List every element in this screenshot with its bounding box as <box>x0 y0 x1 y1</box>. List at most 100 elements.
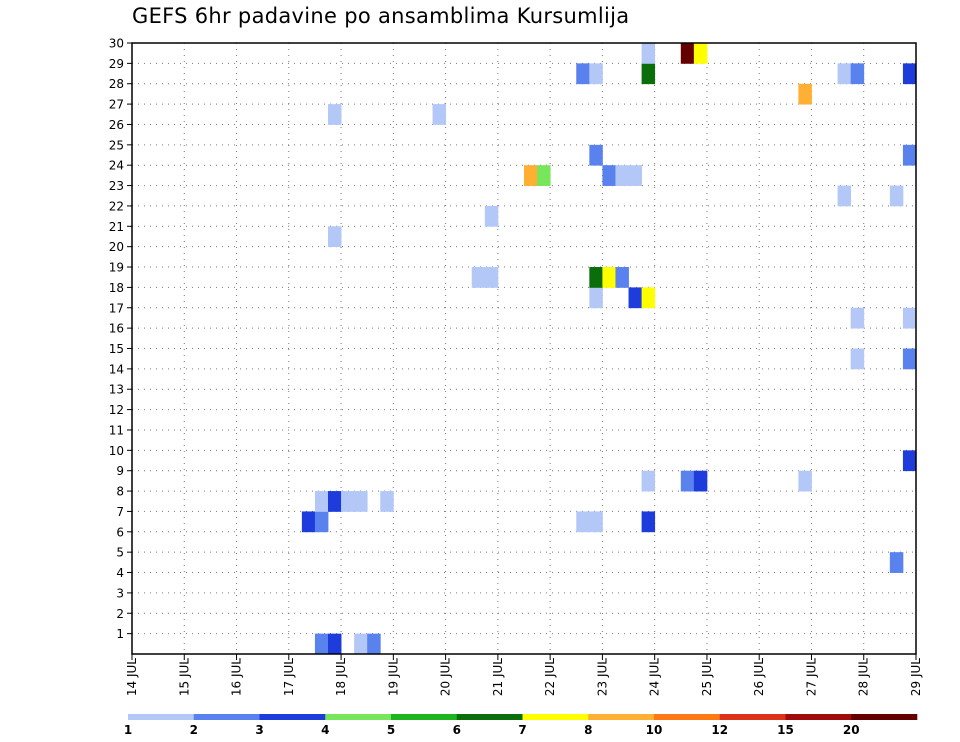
heatmap-cell <box>576 63 590 85</box>
y-tick-label: 25 <box>109 138 124 152</box>
heatmap-cell <box>902 144 917 166</box>
y-tick-label: 27 <box>109 98 124 112</box>
heatmap-cell <box>680 470 695 492</box>
heatmap-cell <box>628 165 642 186</box>
colorbar-swatch <box>128 714 195 720</box>
x-tick-label: 20 JUL <box>439 658 453 696</box>
y-tick-label: 7 <box>116 505 124 519</box>
colorbar-swatch <box>588 714 655 720</box>
heatmap-cell <box>902 348 917 370</box>
x-tick-label: 21 JUL <box>491 658 505 696</box>
grid-lines <box>131 42 917 654</box>
colorbar-swatch <box>456 714 523 720</box>
x-tick-label: 16 JUL <box>230 658 244 696</box>
colorbar-label: 5 <box>387 723 395 737</box>
colorbar-label: 1 <box>124 723 132 737</box>
colorbar-label: 4 <box>321 723 329 737</box>
x-tick-label: 18 JUL <box>334 658 348 696</box>
colorbar-swatch <box>259 714 326 720</box>
x-tick-label: 22 JUL <box>543 658 557 696</box>
heatmap-cell <box>889 552 904 573</box>
heatmap-cell <box>902 450 917 472</box>
x-tick-label: 28 JUL <box>857 658 871 696</box>
x-tick-label: 27 JUL <box>804 658 818 696</box>
heatmap-cell <box>615 165 629 186</box>
colorbar-label: 6 <box>453 723 461 737</box>
heatmap-cell <box>641 43 656 64</box>
y-tick-label: 11 <box>109 423 124 437</box>
heatmap-cell <box>641 511 656 533</box>
y-tick-label: 9 <box>116 464 124 478</box>
heatmap-cell <box>641 470 656 492</box>
heatmap-cell <box>602 165 616 186</box>
x-tick-label: 26 JUL <box>752 658 766 696</box>
heatmap-cell <box>641 63 656 85</box>
heatmap-cell <box>367 633 381 655</box>
colorbar-label: 20 <box>843 723 860 737</box>
colorbar-label: 10 <box>646 723 663 737</box>
colorbar-swatch <box>851 714 918 720</box>
heatmap-cell <box>328 226 342 248</box>
colorbar: 1 2 3 4 5 6 7 8 10 12 15 20 <box>124 714 918 737</box>
heatmap-cell <box>589 511 603 533</box>
y-tick-label: 2 <box>116 607 124 621</box>
y-tick-label: 21 <box>109 220 124 234</box>
heatmap-cell <box>902 63 917 85</box>
y-tick-label: 3 <box>116 586 124 600</box>
y-tick-label: 8 <box>116 485 124 499</box>
heatmap-cell <box>850 63 865 85</box>
y-tick-label: 1 <box>116 627 124 641</box>
colorbar-swatch <box>325 714 392 720</box>
colorbar-label: 7 <box>518 723 526 737</box>
y-tick-label: 10 <box>109 444 124 458</box>
heatmap-cell <box>314 511 329 533</box>
heatmap-cell <box>798 83 812 105</box>
y-tick-label: 29 <box>109 57 124 71</box>
heatmap-cell <box>837 185 852 207</box>
heatmap-cell <box>380 491 394 512</box>
y-axis: 1234567891011121314151617181920212223242… <box>109 37 132 641</box>
y-tick-label: 26 <box>109 118 124 132</box>
heatmap-cell <box>902 307 917 329</box>
heatmap-cell <box>693 470 708 492</box>
heatmap-cell <box>837 63 852 85</box>
y-tick-label: 22 <box>109 199 124 213</box>
x-tick-label: 29 JUL <box>909 658 923 696</box>
colorbar-label: 2 <box>190 723 198 737</box>
heatmap-cell <box>484 267 499 288</box>
heatmap-cell <box>602 267 616 288</box>
heatmap-cell <box>693 43 708 64</box>
heatmap-cell <box>576 511 590 533</box>
y-tick-label: 20 <box>109 240 124 254</box>
colorbar-swatch <box>522 714 589 720</box>
colorbar-swatch <box>654 714 721 720</box>
x-tick-label: 24 JUL <box>648 658 662 696</box>
heatmap-cell <box>589 63 603 85</box>
y-tick-label: 14 <box>109 362 124 376</box>
y-tick-label: 6 <box>116 525 124 539</box>
y-tick-label: 28 <box>109 77 124 91</box>
heatmap-cell <box>301 511 316 533</box>
heatmap-cell <box>537 165 551 186</box>
y-tick-label: 24 <box>109 159 124 173</box>
y-tick-label: 17 <box>109 301 124 315</box>
x-tick-label: 23 JUL <box>595 658 609 696</box>
colorbar-label: 3 <box>255 723 263 737</box>
y-tick-label: 16 <box>109 322 124 336</box>
heatmap-cell <box>850 348 865 370</box>
colorbar-label: 12 <box>711 723 728 737</box>
colorbar-label: 8 <box>584 723 592 737</box>
y-tick-label: 4 <box>116 566 124 580</box>
y-tick-label: 30 <box>109 37 124 51</box>
heatmap-cell <box>850 307 865 329</box>
heatmap-cell <box>314 491 329 512</box>
heatmap-cell <box>589 144 603 166</box>
colorbar-swatch <box>785 714 852 720</box>
heatmap-cell <box>484 205 499 227</box>
heatmap-cell <box>354 491 368 512</box>
y-tick-label: 5 <box>116 546 124 560</box>
heatmap-cell <box>314 633 329 655</box>
colorbar-swatch <box>391 714 458 720</box>
x-tick-label: 25 JUL <box>700 658 714 696</box>
